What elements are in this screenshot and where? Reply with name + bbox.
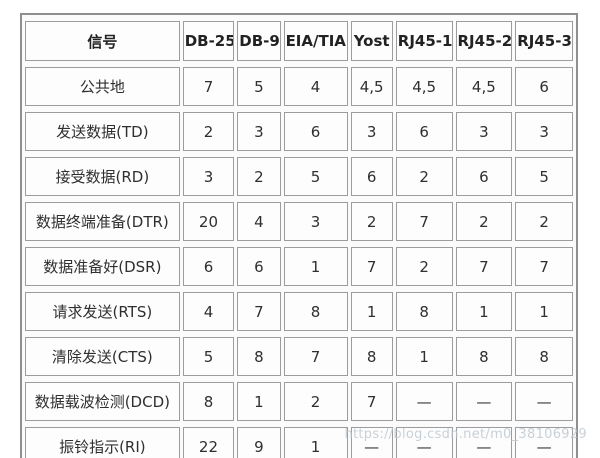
cell: 6 xyxy=(395,112,453,151)
cell: 5 xyxy=(182,337,235,376)
cell: 1 xyxy=(455,292,513,331)
cell: 6 xyxy=(283,112,348,151)
column-header-db25: DB-25 xyxy=(182,21,235,61)
cell: 2 xyxy=(350,202,393,241)
header-row: 信号 DB-25 DB-9 EIA/TIA Yost RJ45-1 RJ45-2… xyxy=(25,21,573,61)
table-row-td: 发送数据(TD) 2 3 6 3 6 3 3 xyxy=(25,112,573,151)
cell: 3 xyxy=(283,202,348,241)
cell: 1 xyxy=(350,292,393,331)
cell: 7 xyxy=(237,292,281,331)
cell: — xyxy=(515,382,573,421)
cell: 4,5 xyxy=(350,67,393,106)
cell: 4 xyxy=(182,292,235,331)
cell: 8 xyxy=(455,337,513,376)
cell: 2 xyxy=(455,202,513,241)
column-header-signal: 信号 xyxy=(25,21,180,61)
cell: 5 xyxy=(283,157,348,196)
cell: 2 xyxy=(395,247,453,286)
cell: 4,5 xyxy=(395,67,453,106)
cell: — xyxy=(395,427,453,458)
row-label: 请求发送(RTS) xyxy=(25,292,180,331)
cell: 4 xyxy=(237,202,281,241)
row-label: 发送数据(TD) xyxy=(25,112,180,151)
table-row-dcd: 数据载波检测(DCD) 8 1 2 7 — — — xyxy=(25,382,573,421)
cell: 2 xyxy=(182,112,235,151)
cell: 20 xyxy=(182,202,235,241)
cell: 22 xyxy=(182,427,235,458)
row-label: 数据准备好(DSR) xyxy=(25,247,180,286)
column-header-rj45-3: RJ45-3 xyxy=(515,21,573,61)
cell: 8 xyxy=(182,382,235,421)
cell: 1 xyxy=(283,247,348,286)
cell: 2 xyxy=(237,157,281,196)
cell: 3 xyxy=(350,112,393,151)
cell: 6 xyxy=(237,247,281,286)
cell: 6 xyxy=(515,67,573,106)
cell: 8 xyxy=(237,337,281,376)
cell: 8 xyxy=(350,337,393,376)
row-label: 数据载波检测(DCD) xyxy=(25,382,180,421)
cell: 1 xyxy=(515,292,573,331)
cell: 5 xyxy=(515,157,573,196)
column-header-rj45-1: RJ45-1 xyxy=(395,21,453,61)
cell: — xyxy=(455,382,513,421)
pinout-table: 信号 DB-25 DB-9 EIA/TIA Yost RJ45-1 RJ45-2… xyxy=(20,13,578,458)
cell: 2 xyxy=(283,382,348,421)
cell: 7 xyxy=(182,67,235,106)
table-row-rd: 接受数据(RD) 3 2 5 6 2 6 5 xyxy=(25,157,573,196)
table-row-ri: 振铃指示(RI) 22 9 1 — — — — xyxy=(25,427,573,458)
row-label: 振铃指示(RI) xyxy=(25,427,180,458)
cell: 3 xyxy=(515,112,573,151)
cell: — xyxy=(515,427,573,458)
cell: 4,5 xyxy=(455,67,513,106)
row-label: 数据终端准备(DTR) xyxy=(25,202,180,241)
cell: — xyxy=(395,382,453,421)
column-header-eiatia: EIA/TIA xyxy=(283,21,348,61)
table-row-dtr: 数据终端准备(DTR) 20 4 3 2 7 2 2 xyxy=(25,202,573,241)
cell: 5 xyxy=(237,67,281,106)
cell: 7 xyxy=(283,337,348,376)
cell: 7 xyxy=(515,247,573,286)
cell: 6 xyxy=(350,157,393,196)
cell: 9 xyxy=(237,427,281,458)
cell: — xyxy=(455,427,513,458)
table-row-common-ground: 公共地 7 5 4 4,5 4,5 4,5 6 xyxy=(25,67,573,106)
cell: 3 xyxy=(455,112,513,151)
column-header-db9: DB-9 xyxy=(237,21,281,61)
table-row-cts: 清除发送(CTS) 5 8 7 8 1 8 8 xyxy=(25,337,573,376)
cell: 1 xyxy=(395,337,453,376)
cell: 8 xyxy=(283,292,348,331)
cell: 7 xyxy=(350,247,393,286)
cell: 8 xyxy=(395,292,453,331)
table-row-rts: 请求发送(RTS) 4 7 8 1 8 1 1 xyxy=(25,292,573,331)
cell: 6 xyxy=(182,247,235,286)
cell: 6 xyxy=(455,157,513,196)
column-header-yost: Yost xyxy=(350,21,393,61)
cell: 7 xyxy=(455,247,513,286)
cell: 1 xyxy=(283,427,348,458)
table-row-dsr: 数据准备好(DSR) 6 6 1 7 2 7 7 xyxy=(25,247,573,286)
cell: 4 xyxy=(283,67,348,106)
cell: 3 xyxy=(237,112,281,151)
cell: 7 xyxy=(395,202,453,241)
row-label: 公共地 xyxy=(25,67,180,106)
cell: 1 xyxy=(237,382,281,421)
cell: 7 xyxy=(350,382,393,421)
row-label: 清除发送(CTS) xyxy=(25,337,180,376)
row-label: 接受数据(RD) xyxy=(25,157,180,196)
cell: 2 xyxy=(395,157,453,196)
cell: 3 xyxy=(182,157,235,196)
cell: 8 xyxy=(515,337,573,376)
cell: 2 xyxy=(515,202,573,241)
column-header-rj45-2: RJ45-2 xyxy=(455,21,513,61)
cell: — xyxy=(350,427,393,458)
